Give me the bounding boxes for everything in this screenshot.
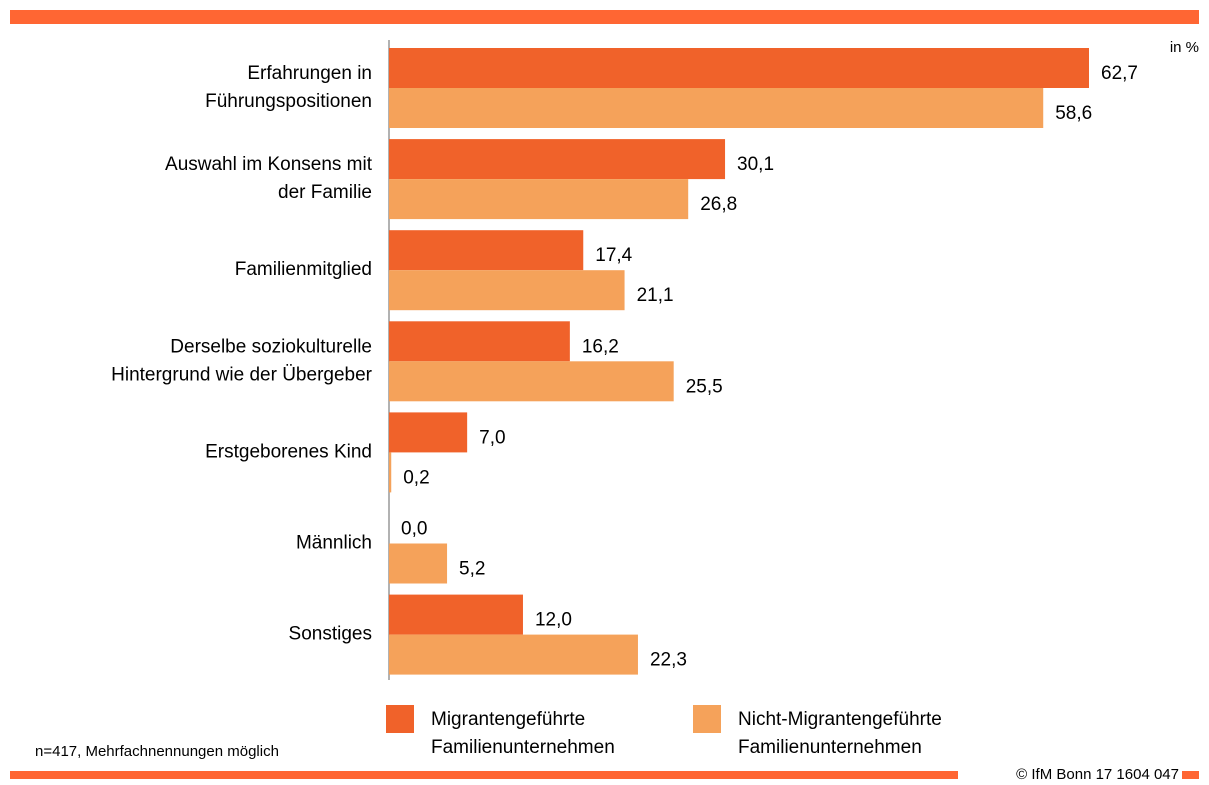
footnote: n=417, Mehrfachnennungen möglich: [35, 743, 279, 760]
bar: [389, 230, 584, 271]
category-label: Erfahrungen in: [247, 63, 372, 84]
bar: [389, 543, 448, 584]
bottom-band-end: [1182, 771, 1199, 779]
value-label: 0,0: [401, 519, 427, 540]
bar: [389, 634, 638, 675]
legend-swatch: [693, 705, 721, 733]
value-label: 21,1: [637, 285, 674, 306]
value-label: 22,3: [650, 650, 687, 671]
value-label: 58,6: [1055, 103, 1092, 124]
bar: [389, 139, 726, 180]
bar: [389, 270, 625, 311]
category-label: Männlich: [296, 533, 372, 554]
legend-label: Familienunternehmen: [431, 737, 615, 758]
legend-label: Migrantengeführte: [431, 709, 585, 730]
top-band: [10, 10, 1199, 24]
legend-label: Nicht-Migrantengeführte: [738, 709, 942, 730]
category-label: Erstgeborenes Kind: [205, 441, 372, 462]
bar: [389, 179, 689, 220]
bar: [389, 412, 468, 453]
category-label: der Familie: [278, 182, 372, 203]
category-label: Hintergrund wie der Übergeber: [111, 364, 373, 385]
value-label: 62,7: [1101, 63, 1138, 84]
bar: [389, 361, 674, 402]
category-label: Derselbe soziokulturelle: [170, 336, 372, 357]
value-label: 12,0: [535, 610, 572, 631]
legend-swatch: [386, 705, 414, 733]
category-label: Familienmitglied: [235, 259, 372, 280]
bar: [389, 48, 1089, 88]
category-label: Führungspositionen: [205, 91, 372, 112]
bar: [389, 594, 523, 635]
annotation: in %: [1170, 39, 1199, 56]
value-label: 25,5: [686, 376, 723, 397]
bottom-band: [10, 771, 958, 779]
category-label: Sonstiges: [289, 624, 372, 645]
value-label: 16,2: [582, 336, 619, 357]
value-label: 26,8: [700, 194, 737, 215]
value-label: 5,2: [459, 559, 485, 580]
value-label: 0,2: [403, 467, 429, 488]
legend-label: Familienunternehmen: [738, 737, 922, 758]
source: © IfM Bonn 17 1604 047: [1016, 766, 1179, 783]
bar: [389, 88, 1044, 128]
value-label: 30,1: [737, 154, 774, 175]
category-label: Auswahl im Konsens mit: [165, 154, 373, 175]
value-label: 17,4: [595, 245, 632, 266]
bar: [389, 452, 392, 493]
bar: [389, 321, 570, 362]
value-label: 7,0: [479, 427, 505, 448]
